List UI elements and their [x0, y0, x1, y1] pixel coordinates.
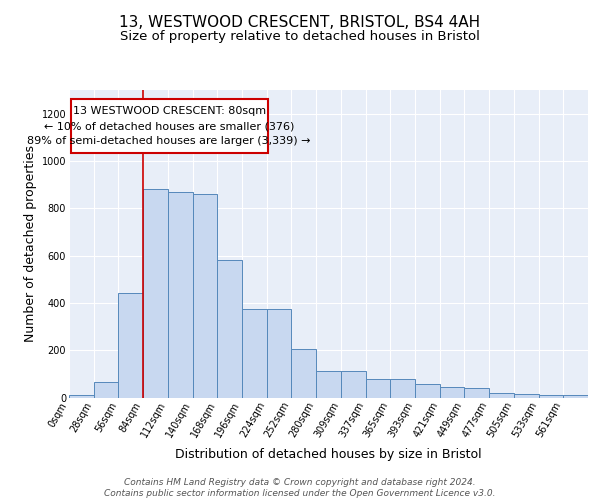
Text: 13, WESTWOOD CRESCENT, BRISTOL, BS4 4AH: 13, WESTWOOD CRESCENT, BRISTOL, BS4 4AH	[119, 15, 481, 30]
Bar	[464, 388, 489, 398]
Bar	[143, 190, 168, 398]
Bar	[563, 395, 588, 398]
Bar	[217, 260, 242, 398]
Bar	[118, 294, 143, 398]
Bar	[514, 394, 539, 398]
Bar	[69, 395, 94, 398]
Bar	[489, 393, 514, 398]
Bar	[292, 349, 316, 398]
Bar	[539, 395, 563, 398]
X-axis label: Distribution of detached houses by size in Bristol: Distribution of detached houses by size …	[175, 448, 482, 461]
Text: Size of property relative to detached houses in Bristol: Size of property relative to detached ho…	[120, 30, 480, 43]
Bar	[168, 192, 193, 398]
Bar	[193, 194, 217, 398]
Bar	[341, 372, 365, 398]
FancyBboxPatch shape	[71, 100, 268, 152]
Bar	[94, 382, 118, 398]
Bar	[316, 372, 341, 398]
Bar	[440, 387, 464, 398]
Text: 13 WESTWOOD CRESCENT: 80sqm
← 10% of detached houses are smaller (376)
89% of se: 13 WESTWOOD CRESCENT: 80sqm ← 10% of det…	[28, 106, 311, 146]
Text: Contains HM Land Registry data © Crown copyright and database right 2024.
Contai: Contains HM Land Registry data © Crown c…	[104, 478, 496, 498]
Y-axis label: Number of detached properties: Number of detached properties	[25, 145, 37, 342]
Bar	[390, 378, 415, 398]
Bar	[415, 384, 440, 398]
Bar	[242, 309, 267, 398]
Bar	[365, 378, 390, 398]
Bar	[267, 309, 292, 398]
